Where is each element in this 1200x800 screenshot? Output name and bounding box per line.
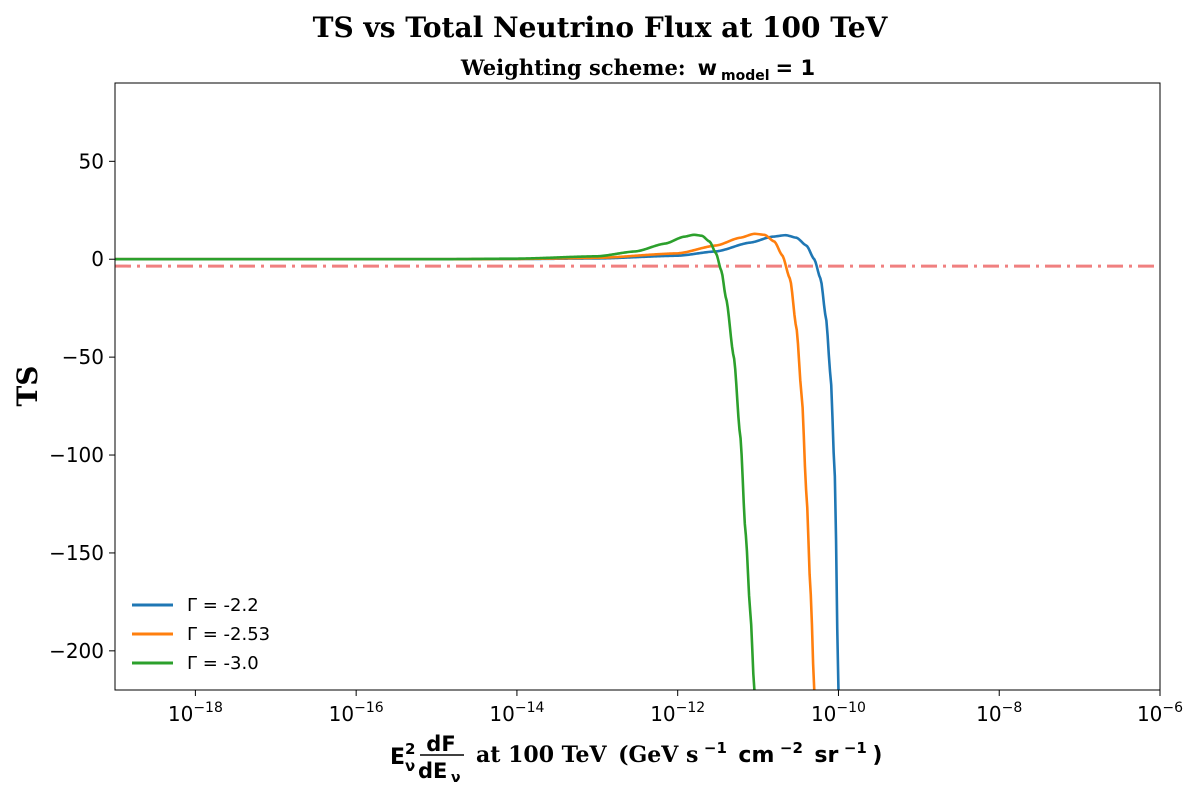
y-tick-label: −100 bbox=[49, 443, 104, 467]
x-axis-label: E 2 ν dF dE ν at 100 TeV (GeV s −1 cm −2… bbox=[390, 732, 882, 786]
x-label-numerator: dF bbox=[426, 732, 455, 756]
y-tick-label: −50 bbox=[62, 345, 104, 369]
x-tick-label: 10−18 bbox=[168, 700, 223, 726]
x-label-energy: E bbox=[390, 745, 405, 770]
legend-label-1: Γ = -2.2 bbox=[187, 595, 259, 616]
x-label-nu-subscript: ν bbox=[405, 757, 415, 775]
x-tick-label: 10−8 bbox=[976, 700, 1022, 726]
subtitle-symbol: w bbox=[698, 56, 717, 80]
subtitle-subscript: model bbox=[721, 68, 770, 84]
y-tick-label: 50 bbox=[79, 149, 104, 173]
y-tick-label: −200 bbox=[49, 639, 104, 663]
x-tick-label: 10−16 bbox=[329, 700, 384, 726]
plot-frame bbox=[114, 82, 1161, 691]
x-tick-label: 10−12 bbox=[650, 700, 705, 726]
plot-area bbox=[115, 83, 1160, 690]
subtitle-suffix: = 1 bbox=[776, 56, 816, 80]
legend: Γ = -2.2 Γ = -2.53 Γ = -3.0 bbox=[132, 595, 270, 674]
x-tick-label: 10−10 bbox=[811, 700, 866, 726]
x-tick-label: 10−14 bbox=[489, 700, 544, 726]
y-axis-label: TS bbox=[11, 365, 44, 406]
x-label-text: at 100 TeV (GeV s −1 cm −2 sr −1 ) bbox=[476, 733, 882, 768]
x-tick-label: 10−6 bbox=[1137, 700, 1183, 726]
x-label-denominator: dE bbox=[418, 759, 447, 783]
y-tick-label: 0 bbox=[91, 247, 104, 271]
chart-title: TS vs Total Neutrino Flux at 100 TeV bbox=[313, 11, 889, 44]
y-tick-label: −150 bbox=[49, 541, 104, 565]
series-line-3 bbox=[115, 233, 756, 690]
chart-subtitle: Weighting scheme: w model = 1 bbox=[460, 55, 815, 84]
subtitle-prefix: Weighting scheme: bbox=[460, 55, 686, 80]
x-label-squared: 2 bbox=[405, 740, 415, 758]
legend-label-2: Γ = -2.53 bbox=[187, 624, 270, 645]
legend-label-3: Γ = -3.0 bbox=[187, 653, 259, 674]
x-label-den-nu: ν bbox=[451, 770, 461, 786]
